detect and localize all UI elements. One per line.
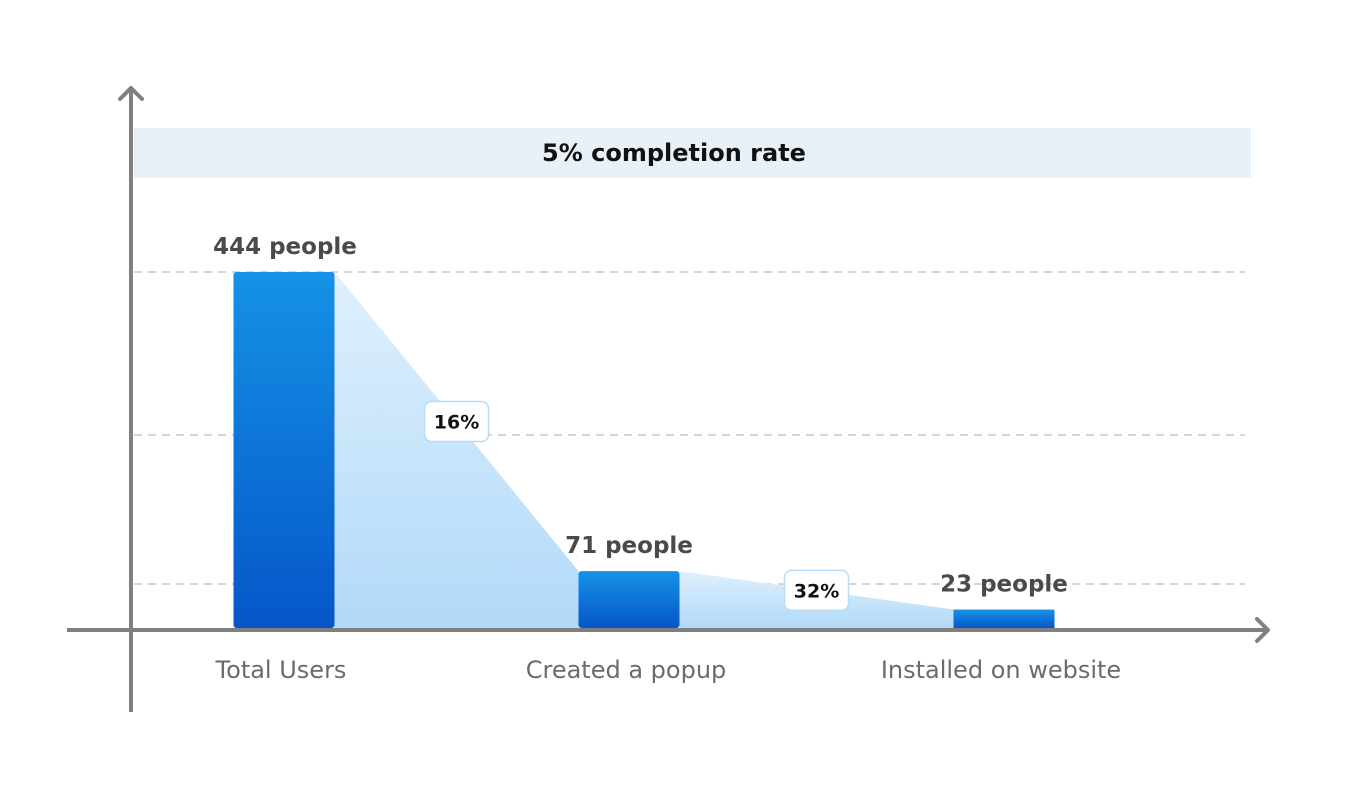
conversion-badge-1-box [423,400,490,443]
bar-total-users [233,272,335,628]
conversion-badge-2-box [783,569,850,612]
value-label-installed-on-website: 23 people [940,572,1068,598]
conversion-badge-1: 16% [423,400,490,443]
category-label-total-users: Total Users [215,656,347,684]
value-label-created-a-popup: 71 people [565,533,693,559]
x-axis-arrow-icon [1255,617,1270,643]
funnel-connector-1 [334,272,579,628]
completion-banner [134,128,1251,178]
conversion-badge-1-text: 16% [434,412,479,434]
bar-installed-on-website [953,609,1055,628]
category-label-installed-on-website: Installed on website [881,656,1121,684]
y-axis-arrow-icon [118,86,144,101]
bar-created-a-popup [578,571,680,628]
conversion-badge-2-text: 32% [794,580,839,602]
conversion-badge-2: 32% [783,569,850,612]
completion-banner-text: 5% completion rate [542,139,806,167]
category-label-created-a-popup: Created a popup [526,656,727,684]
value-label-total-users: 444 people [213,234,357,260]
